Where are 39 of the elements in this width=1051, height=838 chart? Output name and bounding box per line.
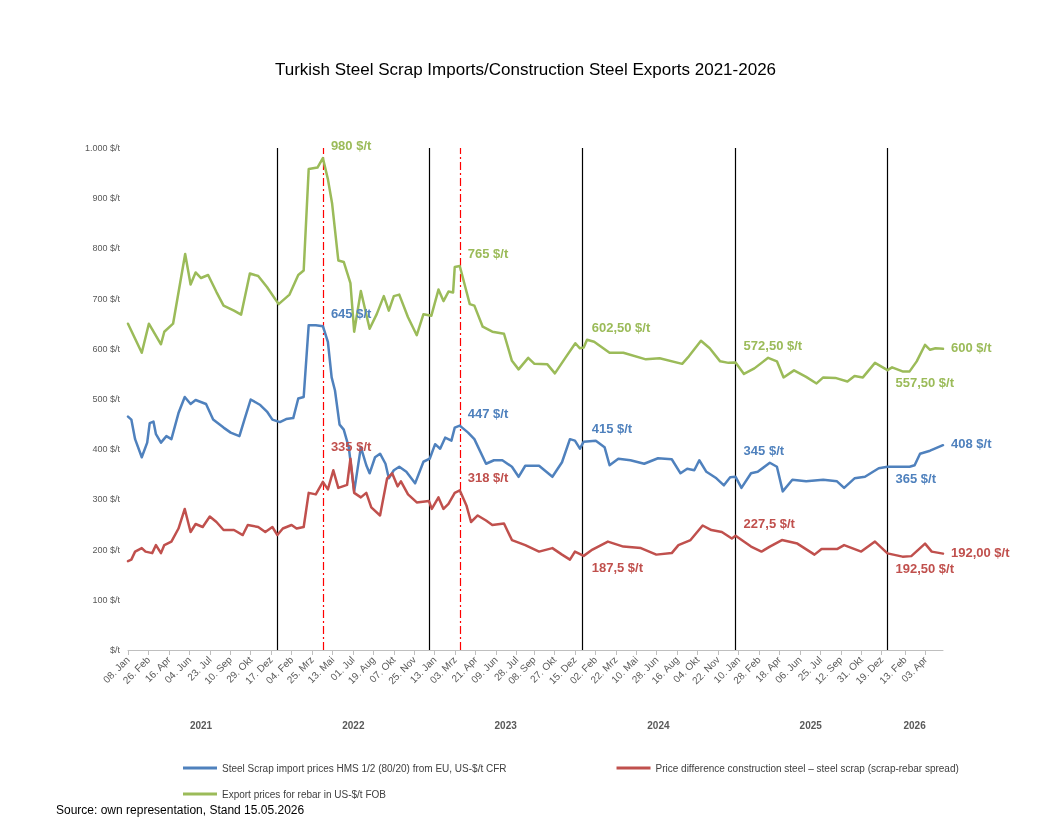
annotation: 765 $/t [467, 245, 509, 261]
y-tick-label: 400 $/t [92, 444, 121, 455]
annotation: 365 $/t [895, 470, 937, 486]
annotation: 980 $/t [330, 138, 373, 154]
y-tick-label: 500 $/t [92, 394, 121, 404]
y-tick-label: 100 $/t [92, 594, 121, 605]
annotation: 192,00 $/t [951, 544, 1011, 560]
y-tick-label: $/t [109, 645, 121, 655]
annotation: 602,50 $/t [591, 319, 651, 335]
annotation: 227,5 $/t [743, 515, 796, 531]
legend-label: Export prices for rebar in US-$/t FOB [222, 788, 387, 800]
x2-tick-label: 2023 [494, 719, 518, 731]
chart-title: Turkish Steel Scrap Imports/Construction Steel Exports 2021-2026 [274, 60, 777, 79]
y-tick-label: 700 $/t [92, 293, 121, 304]
x2-tick-label: 2025 [799, 719, 823, 731]
annotation: 192,50 $/t [895, 560, 955, 576]
line-series [126, 457, 945, 563]
legend-label: Steel Scrap import prices HMS 1/2 (80/20) from EU, US-$/t CFR [222, 762, 507, 774]
x2-tick-label: 2022 [342, 719, 365, 731]
x2-tick-label: 2026 [903, 719, 927, 731]
x2-tick-label: 2024 [647, 719, 670, 731]
y-tick-label: 1.000 $/t [84, 143, 121, 153]
annotation: 415 $/t [591, 420, 633, 436]
annotation: 600 $/t [951, 339, 993, 355]
source-note: Source: own representation, Stand 15.05.2026 [56, 803, 305, 817]
y-tick-label: 900 $/t [92, 193, 121, 204]
y-tick-label: 300 $/t [92, 494, 121, 505]
y-tick-label: 600 $/t [92, 343, 121, 354]
annotation: 408 $/t [951, 436, 993, 452]
annotation: 345 $/t [743, 442, 785, 458]
x2-tick-label: 2021 [189, 719, 213, 731]
annotation: 447 $/t [467, 405, 509, 421]
y-tick-label: 800 $/t [92, 243, 121, 254]
annotation: 572,50 $/t [743, 337, 803, 353]
legend-label: Price difference construction steel – steel scrap (scrap-rebar spread) [655, 762, 959, 774]
annotation: 318 $/t [467, 470, 509, 486]
annotation: 187,5 $/t [591, 559, 644, 575]
y-tick-label: 200 $/t [92, 544, 121, 555]
annotation: 557,50 $/t [895, 375, 955, 391]
